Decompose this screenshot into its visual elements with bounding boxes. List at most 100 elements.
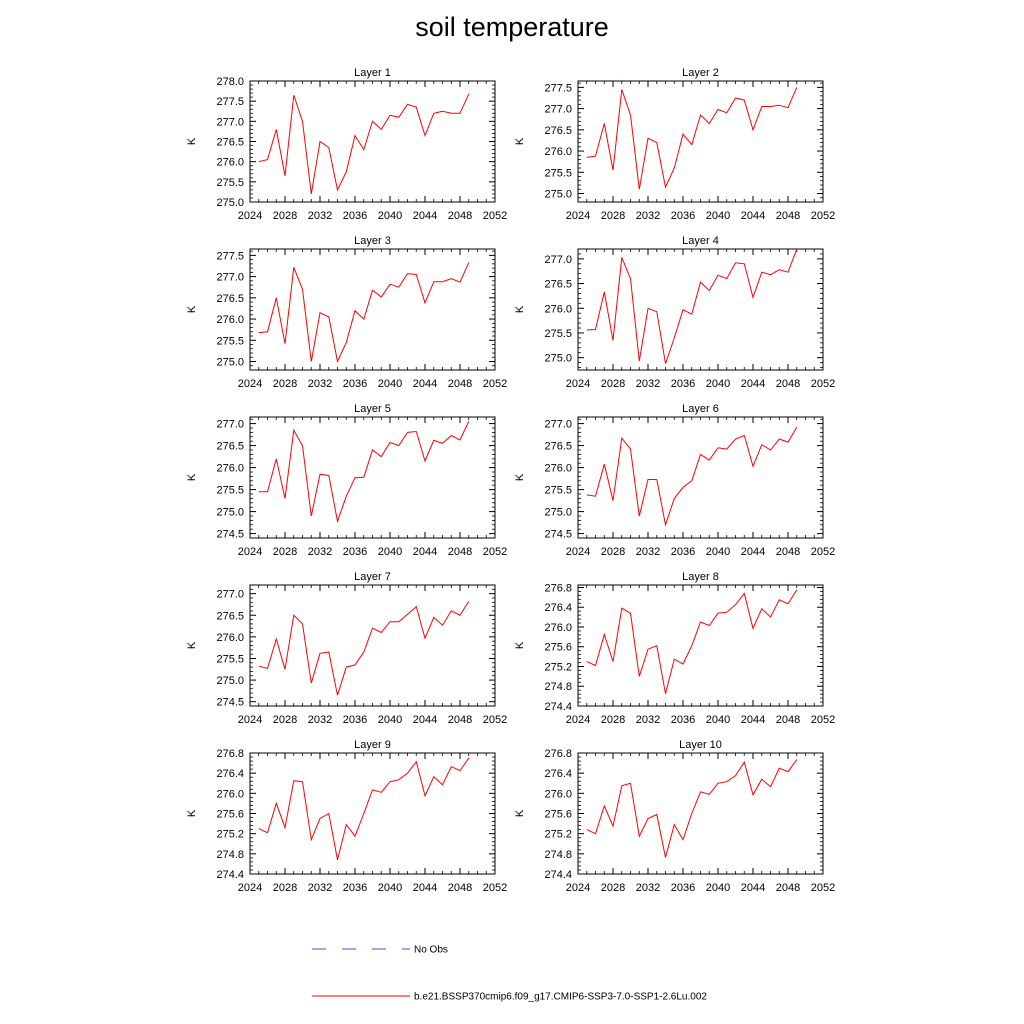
x-tick-label: 2032: [308, 882, 332, 894]
y-tick-label: 275.0: [216, 507, 244, 519]
x-tick-label: 2032: [308, 714, 332, 726]
panel-title: Layer 6: [682, 403, 719, 415]
x-tick-label: 2048: [448, 210, 472, 222]
y-axis-label: K: [514, 137, 526, 145]
panel-title: Layer 5: [354, 403, 391, 415]
x-tick-label: 2044: [413, 714, 437, 726]
y-axis-label: K: [514, 305, 526, 313]
chart-panel: Layer 3 K 2024 2028 2032 2036 2040 2044 2048 2052…: [186, 235, 507, 390]
legend: No Obs b.e21.BSSP370cmip6.f09_g17.CMIP6-…: [312, 945, 707, 1003]
plot-frame: [249, 248, 496, 371]
y-tick-label: 276.5: [544, 125, 572, 137]
y-tick-label: 275.5: [216, 485, 244, 497]
series-line: [258, 601, 470, 696]
x-tick-label: 2036: [671, 546, 695, 558]
y-tick-label: 276.0: [216, 157, 244, 169]
x-tick-label: 2032: [636, 546, 660, 558]
x-tick-label: 2044: [413, 882, 437, 894]
y-tick-label: 276.4: [544, 768, 572, 780]
y-tick-label: 275.6: [544, 809, 572, 821]
panel-title: Layer 8: [682, 571, 719, 583]
y-tick-label: 275.0: [544, 189, 572, 201]
x-tick-label: 2052: [811, 378, 835, 390]
x-tick-label: 2048: [448, 546, 472, 558]
panel-title: Layer 4: [682, 235, 719, 247]
chart-panel: Layer 7 K 2024 2028 2032 2036 2040 2044 2048 2052…: [186, 571, 507, 726]
chart-panel: Layer 8 K 2024 2028 2032 2036 2040 2044 2048 2052…: [514, 571, 835, 726]
x-tick-label: 2044: [741, 882, 765, 894]
y-tick-label: 276.5: [216, 137, 244, 149]
x-tick-label: 2036: [671, 882, 695, 894]
y-tick-label: 276.5: [544, 279, 572, 291]
y-tick-label: 276.0: [216, 788, 244, 800]
x-tick-label: 2044: [413, 378, 437, 390]
x-tick-label: 2036: [343, 714, 367, 726]
y-tick-label: 277.5: [544, 82, 572, 94]
x-tick-label: 2040: [706, 714, 730, 726]
y-tick-label: 275.0: [216, 357, 244, 369]
y-tick-label: 275.6: [544, 642, 572, 654]
x-tick-label: 2048: [448, 882, 472, 894]
x-tick-label: 2040: [378, 378, 402, 390]
panel-grid: Layer 1 K 2024 2028 2032 2036 2040 2044 2048 2052…: [186, 67, 835, 894]
x-tick-label: 2036: [343, 378, 367, 390]
x-tick-label: 2032: [308, 210, 332, 222]
x-tick-label: 2024: [238, 210, 262, 222]
x-tick-label: 2040: [378, 546, 402, 558]
plot-frame: [577, 248, 824, 371]
x-tick-label: 2024: [238, 378, 262, 390]
x-tick-label: 2024: [238, 882, 262, 894]
y-tick-label: 275.5: [544, 485, 572, 497]
x-tick-label: 2024: [566, 714, 590, 726]
x-tick-label: 2032: [636, 882, 660, 894]
panel-title: Layer 9: [354, 739, 391, 751]
y-tick-label: 276.5: [216, 293, 244, 305]
y-axis-label: K: [514, 641, 526, 649]
y-tick-label: 275.5: [216, 653, 244, 665]
y-tick-label: 277.0: [544, 254, 572, 266]
y-tick-label: 277.0: [544, 104, 572, 116]
y-tick-label: 276.4: [544, 602, 572, 614]
panel-title: Layer 10: [679, 739, 722, 751]
x-tick-label: 2052: [483, 378, 507, 390]
y-tick-label: 276.0: [216, 632, 244, 644]
y-tick-label: 275.0: [544, 507, 572, 519]
x-tick-label: 2052: [483, 210, 507, 222]
x-tick-label: 2052: [483, 714, 507, 726]
panel-title: Layer 7: [354, 571, 391, 583]
x-tick-label: 2052: [811, 882, 835, 894]
chart-panel: Layer 1 K 2024 2028 2032 2036 2040 2044 2048 2052…: [186, 67, 507, 222]
x-tick-label: 2028: [273, 378, 297, 390]
panel-title: Layer 3: [354, 235, 391, 247]
x-tick-label: 2024: [566, 210, 590, 222]
x-tick-label: 2028: [273, 546, 297, 558]
y-tick-label: 277.0: [216, 116, 244, 128]
y-tick-label: 275.0: [544, 353, 572, 365]
y-tick-label: 277.0: [544, 419, 572, 431]
x-tick-label: 2024: [566, 546, 590, 558]
y-tick-label: 276.5: [216, 441, 244, 453]
y-tick-label: 277.5: [216, 250, 244, 262]
series-line: [586, 248, 798, 364]
chart-panel: Layer 9 K 2024 2028 2032 2036 2040 2044 2048 2052…: [186, 739, 507, 894]
plot-frame: [249, 80, 496, 203]
y-tick-label: 275.6: [216, 809, 244, 821]
series-line: [586, 759, 798, 858]
x-tick-label: 2028: [273, 714, 297, 726]
series-line: [586, 426, 798, 527]
y-tick-label: 275.2: [544, 829, 572, 841]
y-axis-label: K: [186, 809, 198, 817]
plot-frame: [577, 80, 824, 203]
x-tick-label: 2028: [273, 882, 297, 894]
y-tick-label: 275.2: [216, 829, 244, 841]
y-tick-label: 275.5: [544, 167, 572, 179]
plot-frame: [249, 584, 496, 707]
series-line: [258, 262, 470, 364]
x-tick-label: 2028: [601, 210, 625, 222]
x-tick-label: 2040: [706, 882, 730, 894]
y-axis-label: K: [186, 473, 198, 481]
y-tick-label: 276.8: [544, 582, 572, 594]
x-tick-label: 2044: [413, 546, 437, 558]
chart-panel: Layer 5 K 2024 2028 2032 2036 2040 2044 2048 2052…: [186, 403, 507, 558]
x-tick-label: 2044: [741, 714, 765, 726]
